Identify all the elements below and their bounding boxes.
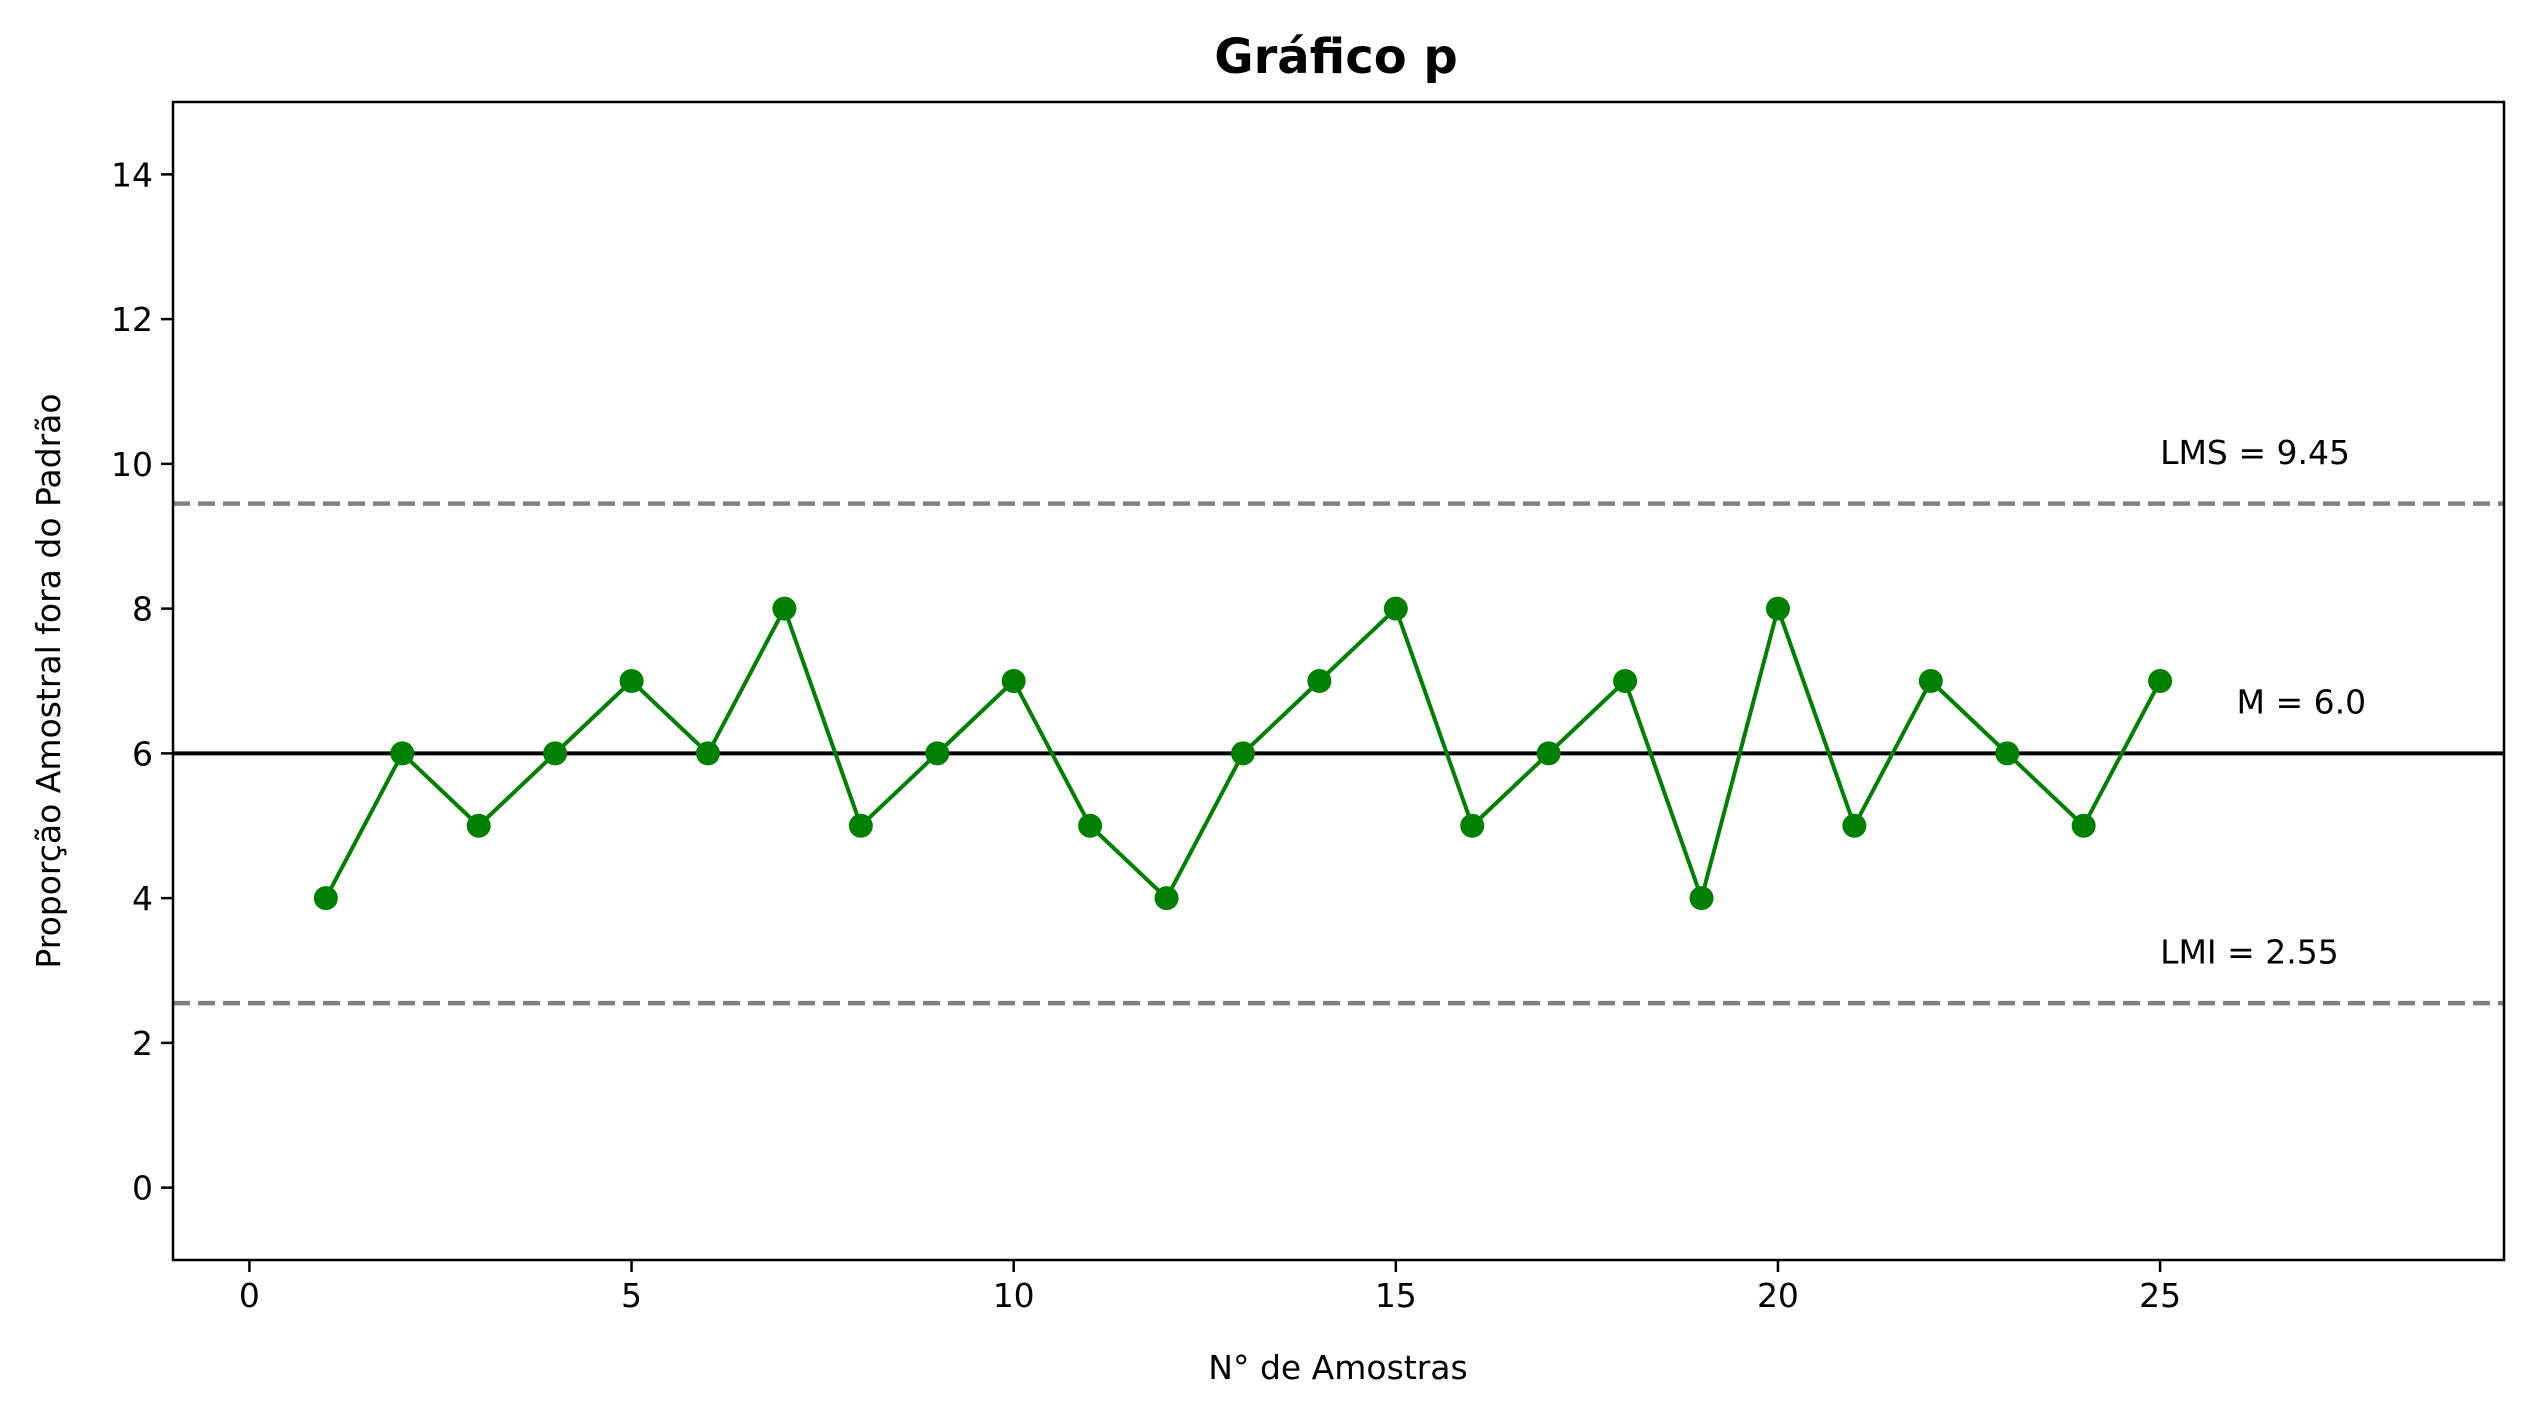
data-point (390, 741, 415, 766)
y-tick-label: 6 (132, 734, 153, 773)
data-point (2148, 669, 2173, 693)
x-tick-label: 25 (2139, 1276, 2181, 1315)
y-tick-label: 2 (132, 1024, 153, 1063)
lmi-label: LMI = 2.55 (2160, 932, 2339, 971)
data-point (2071, 813, 2096, 838)
data-point (543, 741, 568, 766)
data-point (1078, 813, 1103, 838)
y-axis-ticks: 0 2 4 6 8 10 12 14 (111, 155, 173, 1208)
data-point (772, 596, 797, 621)
series-layer (313, 596, 2173, 911)
y-tick-label: 8 (132, 590, 153, 629)
reference-labels: LMS = 9.45 M = 6.0 LMI = 2.55 (2160, 433, 2366, 971)
data-point (1918, 669, 1943, 693)
data-point (1383, 596, 1408, 621)
plot-frame (171, 100, 2506, 1262)
x-tick-label: 0 (239, 1276, 260, 1315)
lms-label: LMS = 9.45 (2160, 433, 2350, 472)
y-tick-label: 0 (132, 1169, 153, 1208)
data-point (1230, 741, 1255, 766)
x-tick-label: 10 (993, 1276, 1035, 1315)
x-tick-label: 15 (1375, 1276, 1417, 1315)
data-point (466, 813, 491, 838)
data-point (1995, 741, 2020, 766)
data-point (1613, 669, 1638, 693)
y-tick-label: 14 (111, 155, 153, 194)
data-point (1460, 813, 1485, 838)
data-point (1689, 886, 1714, 911)
data-point (313, 886, 338, 911)
y-tick-label: 12 (111, 300, 153, 339)
y-tick-label: 10 (111, 445, 153, 484)
x-tick-label: 20 (1757, 1276, 1799, 1315)
data-point (925, 741, 950, 766)
data-point (1765, 596, 1790, 621)
data-point (1001, 669, 1026, 693)
y-tick-label: 4 (132, 879, 153, 918)
data-point (619, 669, 644, 693)
x-axis-label: N° de Amostras (1208, 1348, 1467, 1387)
m-label: M = 6.0 (2237, 683, 2367, 722)
chart-title: Gráfico p (1214, 29, 1458, 85)
data-point (848, 813, 873, 838)
data-point (1307, 669, 1332, 693)
data-point (1536, 741, 1561, 766)
x-axis-ticks: 0 5 10 15 20 25 (239, 1260, 2181, 1315)
data-point (1842, 813, 1867, 838)
data-point (695, 741, 720, 766)
y-axis-label: Proporção Amostral fora do Padrão (29, 393, 68, 968)
x-tick-label: 5 (621, 1276, 642, 1315)
data-point (1154, 886, 1179, 911)
